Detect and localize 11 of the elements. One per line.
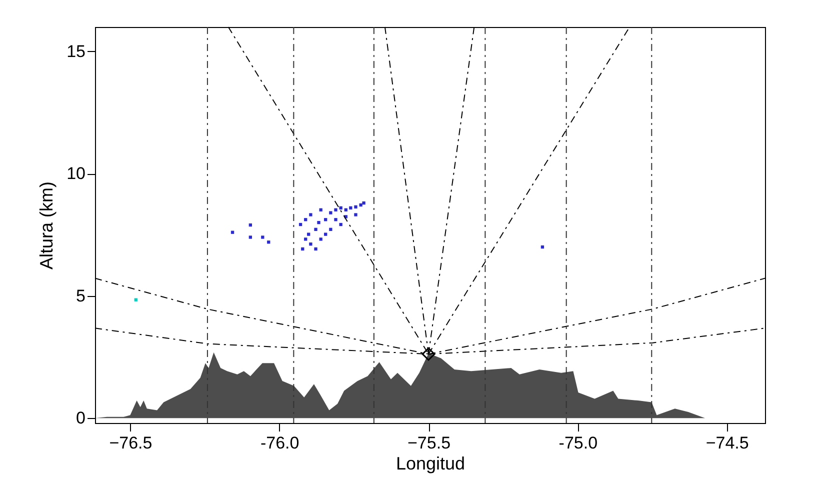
x-tick-label: −76.5 — [109, 434, 152, 452]
x-tick-label: −74.5 — [706, 434, 749, 452]
y-tick-label: 5 — [76, 286, 86, 306]
x-axis-title: Longitud — [396, 454, 466, 474]
x-tick-label: −75.5 — [408, 434, 451, 452]
y-tick-label: 0 — [76, 408, 86, 428]
x-tick-label: -75.0 — [558, 434, 598, 452]
x-tick-label: -76.0 — [260, 434, 300, 452]
y-tick-label: 10 — [66, 164, 86, 184]
y-tick-label: 15 — [66, 42, 86, 61]
y-axis-title: Altura (km) — [36, 181, 57, 270]
